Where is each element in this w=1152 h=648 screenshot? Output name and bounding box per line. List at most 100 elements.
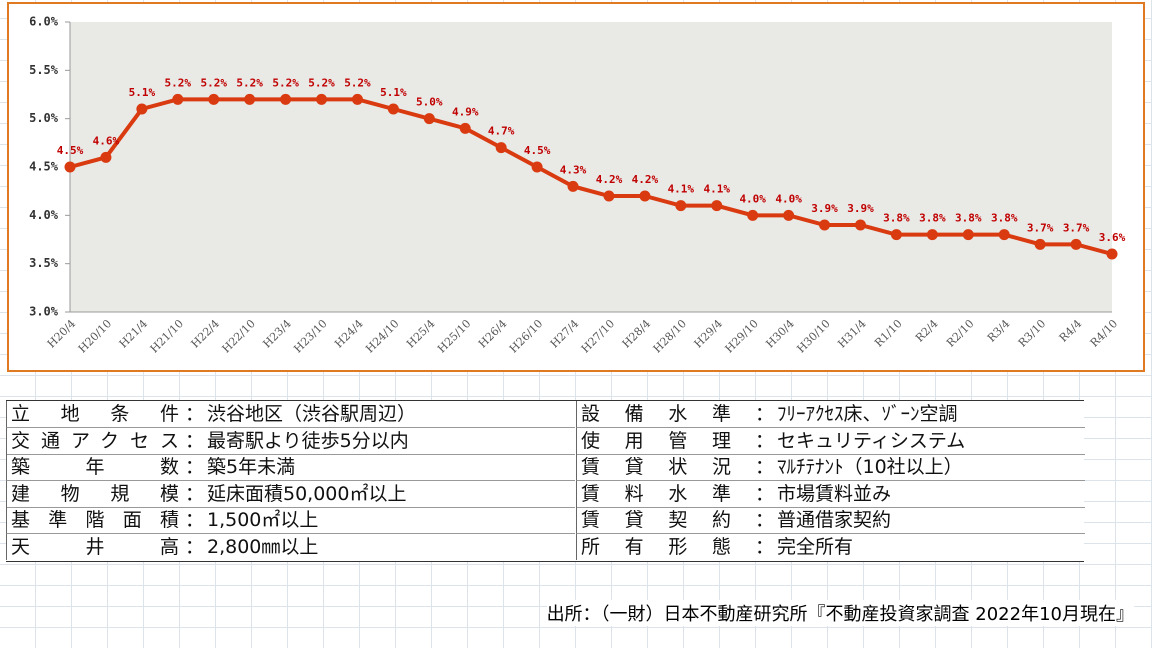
row-label: 賃料水準 <box>581 482 731 505</box>
point <box>567 180 579 192</box>
data-label: 4.5% <box>57 144 84 157</box>
row-value: 1,500㎡以上 <box>207 509 319 531</box>
data-label: 4.0% <box>739 192 766 205</box>
data-label: 3.9% <box>811 202 838 215</box>
source: 出所：（一財）日本不動産研究所『不動産投資家調査 2022年10月現在』 <box>546 600 1134 626</box>
plot-background <box>70 22 1112 312</box>
y-tick-label: 4.0% <box>29 208 59 222</box>
point <box>783 209 795 221</box>
data-label: 3.8% <box>919 212 946 225</box>
table-row: 基準階面積 ： 1,500㎡以上 <box>6 507 575 534</box>
separator: ： <box>185 509 205 531</box>
data-label: 3.8% <box>991 212 1018 225</box>
separator: ： <box>185 403 205 425</box>
row-value: 渋谷地区（渋谷駅周辺） <box>207 403 417 425</box>
row-value: 2,800㎜以上 <box>207 535 319 558</box>
point <box>890 229 902 241</box>
table-row: 所有形態 ：完全所有 <box>576 533 1085 560</box>
data-label: 4.1% <box>704 183 731 196</box>
data-label: 5.2% <box>200 76 227 89</box>
data-label: 4.1% <box>668 183 695 196</box>
point <box>316 93 328 105</box>
row-label: 建物規模 <box>11 482 179 505</box>
row-label: 立地条件 <box>11 403 179 425</box>
point <box>819 219 831 231</box>
table-row: 建物規模 ：延床面積50,000㎡以上 <box>6 480 575 508</box>
spec-table: 立地条件：渋谷地区（渋谷駅周辺） 交通アクセス：最寄駅より徒歩5分以内 築年数：築5… <box>6 400 1085 562</box>
separator: ： <box>185 482 205 505</box>
y-tick-label: 5.5% <box>29 63 59 77</box>
row-label: 交通アクセス <box>11 429 179 452</box>
point <box>711 200 723 212</box>
row-value: 普通借家契約 <box>777 509 892 531</box>
data-label: 5.1% <box>129 86 156 99</box>
point <box>1106 248 1118 260</box>
row-value: ﾏﾙﾁﾃﾅﾝﾄ（10社以上） <box>777 456 963 478</box>
data-label: 5.2% <box>308 76 335 89</box>
point <box>280 93 292 105</box>
row-label: 天井高 <box>11 535 179 558</box>
row-value: 延床面積50,000㎡以上 <box>207 482 407 505</box>
data-label: 5.2% <box>236 76 263 89</box>
data-label: 4.3% <box>560 163 587 176</box>
row-label: 所有形態 <box>581 535 731 558</box>
point <box>459 122 471 134</box>
data-label: 3.7% <box>1027 221 1054 234</box>
point <box>244 93 256 105</box>
row-label: 設備水準 <box>581 403 731 425</box>
separator: ： <box>755 429 775 452</box>
point <box>1070 238 1082 250</box>
separator: ： <box>755 509 775 531</box>
y-tick-label: 4.5% <box>29 160 59 174</box>
data-label: 4.7% <box>488 125 515 138</box>
row-value: 完全所有 <box>777 535 854 558</box>
point <box>387 103 399 115</box>
row-label: 使用管理 <box>581 429 731 452</box>
data-label: 3.7% <box>1063 221 1090 234</box>
separator: ： <box>185 535 205 558</box>
row-value: セキュリティシステム <box>777 429 966 452</box>
row-value: 市場賃料並み <box>777 482 892 505</box>
y-tick-label: 3.0% <box>29 305 59 319</box>
point <box>675 200 687 212</box>
point <box>747 209 759 221</box>
table-row: 立地条件 ：渋谷地区（渋谷駅周辺） <box>6 401 575 428</box>
data-label: 5.2% <box>165 76 192 89</box>
row-label: 築年数 <box>11 456 179 478</box>
table-row: 天井高 ： 2,800㎜以上 <box>6 533 575 560</box>
table-row: 築年数 ：築5年未満 <box>6 454 575 481</box>
separator: ： <box>185 429 205 452</box>
row-value: 最寄駅より徒歩5分以内 <box>207 429 409 452</box>
point <box>100 151 112 163</box>
table-row: 賃料水準 ：市場賃料並み <box>576 480 1085 508</box>
row-label: 基準階面積 <box>11 509 179 531</box>
point <box>1034 238 1046 250</box>
point <box>603 190 615 202</box>
data-label: 5.2% <box>272 76 299 89</box>
separator: ： <box>185 456 205 478</box>
data-label: 4.2% <box>596 173 623 186</box>
table-row: 賃貸契約 ：普通借家契約 <box>576 507 1085 534</box>
row-value: 築5年未満 <box>207 456 296 478</box>
data-label: 3.9% <box>847 202 874 215</box>
point <box>64 161 76 173</box>
point <box>423 113 435 125</box>
data-label: 4.5% <box>524 144 551 157</box>
separator: ： <box>755 456 775 478</box>
data-label: 5.1% <box>380 86 407 99</box>
point <box>926 229 938 241</box>
point <box>136 103 148 115</box>
data-label: 3.6% <box>1099 231 1126 244</box>
point <box>531 161 543 173</box>
separator: ： <box>755 535 775 558</box>
point <box>854 219 866 231</box>
data-label: 3.8% <box>883 212 910 225</box>
data-label: 5.0% <box>416 96 443 109</box>
data-label: 3.8% <box>955 212 982 225</box>
point <box>962 229 974 241</box>
point <box>351 93 363 105</box>
table-row: 設備水準 ：ﾌﾘｰｱｸｾｽ床、ｿﾞｰﾝ空調 <box>576 401 1085 428</box>
separator: ： <box>755 482 775 505</box>
